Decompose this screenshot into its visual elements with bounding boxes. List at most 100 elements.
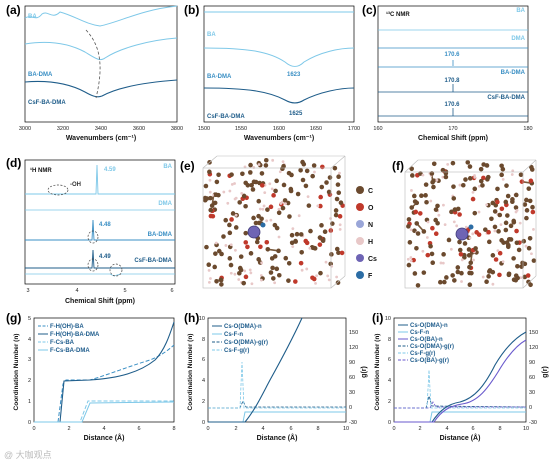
atom — [528, 178, 534, 184]
atom — [234, 248, 237, 252]
atom — [214, 241, 218, 245]
atom — [439, 261, 443, 265]
molecular-snapshot-e — [202, 157, 345, 287]
atom — [406, 217, 412, 222]
atom — [339, 250, 345, 256]
atom — [467, 164, 473, 169]
atom — [318, 194, 323, 200]
atom — [318, 270, 323, 276]
atom-c-icon — [356, 186, 364, 194]
atom — [500, 166, 506, 172]
atom — [230, 211, 236, 216]
atom — [421, 270, 427, 275]
atom — [208, 207, 214, 213]
x-tick: 4 — [261, 426, 264, 432]
atom — [270, 187, 274, 191]
atom — [518, 172, 524, 178]
atom — [406, 257, 410, 261]
series-label-csf-ba-dma-c: CsF-BA-DMA — [487, 95, 525, 101]
atom — [329, 217, 332, 220]
x-tick: 0 — [392, 426, 395, 432]
atom — [229, 243, 233, 247]
atom — [406, 224, 411, 229]
atom — [486, 269, 492, 274]
x-tick: 8 — [498, 426, 501, 432]
y-tick: 0 — [388, 420, 391, 426]
peak-label-c3: 170.6 — [444, 102, 460, 108]
legend-fcs-ba-dma: F-Cs-BA-DMA — [50, 348, 90, 354]
atom — [253, 179, 259, 185]
atom — [455, 265, 461, 270]
atom — [213, 192, 219, 197]
atom — [449, 209, 454, 215]
cesium-atom — [455, 227, 469, 241]
atom — [324, 180, 329, 185]
atom — [207, 169, 212, 175]
atom — [433, 207, 439, 212]
atom — [481, 175, 486, 181]
curve-cs-f-gr-i — [394, 369, 526, 409]
curve-cs-odma-gr-i — [394, 394, 527, 409]
atom — [452, 207, 458, 212]
series-label-csf-ba-dma-a: CsF-BA-DMA — [28, 100, 66, 106]
atom — [240, 171, 245, 177]
atom — [221, 234, 226, 239]
atom — [263, 163, 269, 168]
atom — [497, 272, 502, 278]
legend-fh-ba-dma: F-H(OH)-BA-DMA — [50, 332, 100, 338]
atom — [519, 276, 523, 280]
atom — [495, 199, 500, 205]
atom — [283, 255, 289, 261]
legend-cs-oba-n-i: Cs-O(BA)-n — [410, 337, 443, 343]
atom — [281, 160, 285, 164]
atom — [417, 211, 423, 216]
atom — [414, 245, 419, 251]
x-tick: 1500 — [198, 126, 210, 132]
atom — [467, 270, 472, 276]
atom — [520, 260, 525, 266]
atom — [274, 178, 279, 184]
atom — [204, 244, 209, 250]
atom — [245, 182, 251, 188]
legend-fcs-ba: F-Cs-BA — [50, 340, 75, 346]
atom — [249, 271, 253, 275]
atom — [414, 200, 420, 206]
atom — [333, 212, 339, 218]
atom — [206, 262, 212, 268]
atom — [478, 166, 484, 172]
x-tick: 2 — [67, 426, 70, 432]
peak-label-c2: 170.8 — [444, 78, 460, 84]
atom — [237, 200, 243, 205]
atom — [233, 182, 236, 185]
y2-tick: 90 — [529, 360, 535, 366]
atom — [297, 214, 301, 218]
series-label-dma-c: DMA — [511, 36, 525, 42]
atom — [254, 239, 260, 245]
atom — [265, 219, 269, 223]
atom — [429, 251, 435, 257]
atom — [496, 229, 501, 234]
atom — [426, 220, 430, 224]
atom — [336, 190, 342, 196]
atom — [284, 202, 287, 206]
atom — [499, 223, 503, 226]
legend-cs-odma-gr-i: Cs-O(DMA)-g(r) — [410, 344, 454, 350]
atom — [532, 227, 535, 231]
y-tick: 4 — [202, 378, 205, 384]
atom — [409, 166, 414, 172]
atom — [425, 252, 431, 258]
atom — [495, 186, 500, 192]
atom — [243, 165, 247, 169]
x-tick: 3 — [26, 288, 29, 294]
x-tick: 4 — [75, 288, 78, 294]
nmr-title-c: ¹³C NMR — [386, 11, 410, 18]
peak-label-b2: 1625 — [289, 111, 303, 117]
atom — [525, 273, 531, 278]
atom — [510, 199, 515, 205]
atom — [230, 183, 234, 186]
panel-label-f: (f) — [392, 159, 404, 173]
atom — [268, 204, 274, 210]
atom — [493, 257, 499, 262]
x-tick: 5 — [123, 288, 126, 294]
